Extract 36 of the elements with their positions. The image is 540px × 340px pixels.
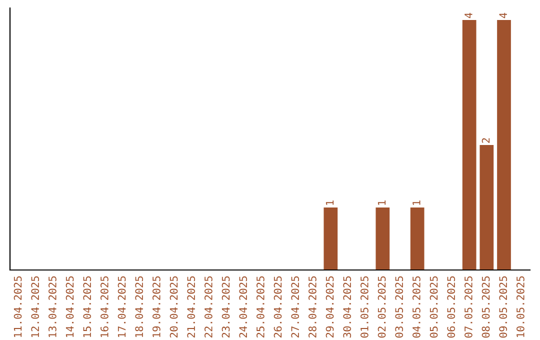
x-tick-label: 10.05.2025 <box>516 276 524 338</box>
x-tick-label: 19.04.2025 <box>152 276 160 338</box>
x-tick-label: 05.05.2025 <box>430 276 438 338</box>
data-label: 1 <box>412 200 420 205</box>
x-tick-label: 01.05.2025 <box>360 276 368 338</box>
x-tick-label: 08.05.2025 <box>482 276 490 338</box>
x-tick-label: 04.05.2025 <box>412 276 420 338</box>
x-tick-label: 12.04.2025 <box>31 276 40 338</box>
x-tick-label: 03.05.2025 <box>395 276 404 338</box>
x-tick-label: 09.05.2025 <box>499 276 508 338</box>
x-tick-label: 16.04.2025 <box>100 276 108 338</box>
x-tick-label: 30.04.2025 <box>343 276 352 338</box>
x-tick-label: 26.04.2025 <box>274 276 282 338</box>
x-tick-label: 11.04.2025 <box>14 276 22 338</box>
x-tick-label: 21.04.2025 <box>187 276 196 338</box>
x-tick-label: 13.04.2025 <box>48 276 56 338</box>
data-label: 4 <box>464 12 472 18</box>
x-tick-label: 23.04.2025 <box>222 276 230 338</box>
x-tick-label: 02.05.2025 <box>378 276 386 338</box>
x-tick-label: 15.04.2025 <box>83 276 92 338</box>
x-tick-label: 29.04.2025 <box>326 276 334 338</box>
data-label: 2 <box>482 138 490 143</box>
data-label: 1 <box>378 200 386 205</box>
x-tick-label: 25.04.2025 <box>256 276 264 338</box>
x-tick-label: 28.04.2025 <box>308 276 316 338</box>
x-tick-label: 17.04.2025 <box>118 276 126 338</box>
x-tick-label: 27.04.2025 <box>291 276 300 338</box>
x-tick-label: 14.04.2025 <box>66 276 74 338</box>
x-tick-label: 24.04.2025 <box>239 276 248 338</box>
x-tick-label: 22.04.2025 <box>204 276 212 338</box>
x-tick-label: 06.05.2025 <box>447 276 456 338</box>
data-label: 4 <box>499 12 507 18</box>
x-tick-label: 20.04.2025 <box>170 276 178 338</box>
x-tick-label: 18.04.2025 <box>135 276 144 338</box>
data-label: 1 <box>326 200 334 205</box>
x-tick-label: 07.05.2025 <box>464 276 472 338</box>
